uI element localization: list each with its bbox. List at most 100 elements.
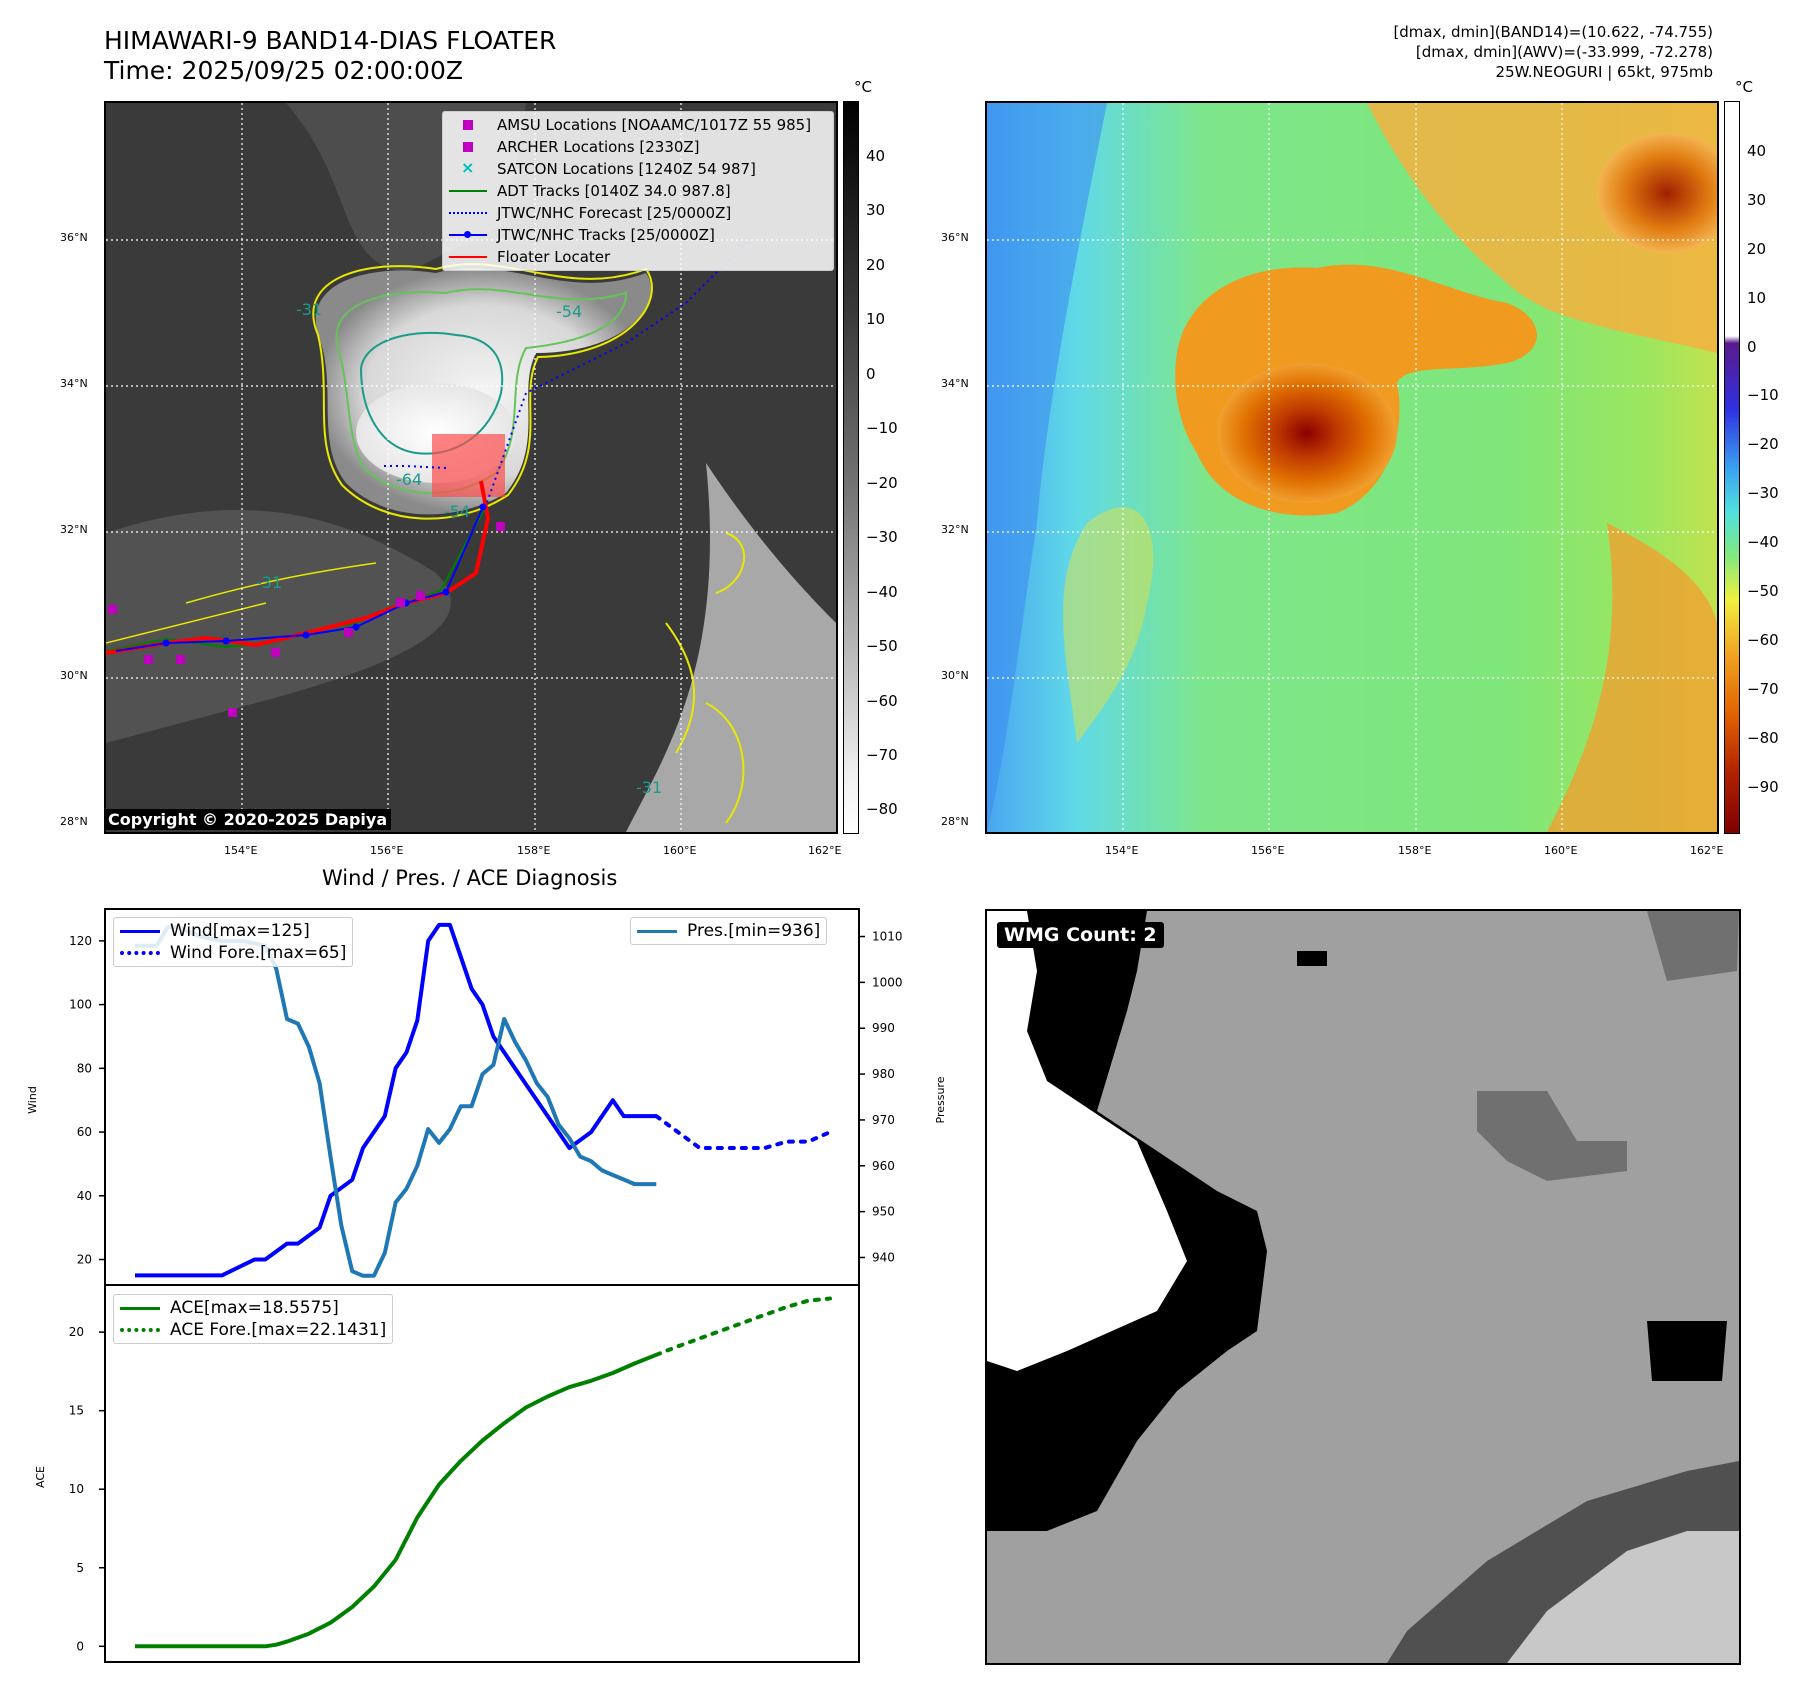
colorbar-tick: −80: [866, 800, 898, 818]
colorbar-tick: −30: [1747, 484, 1779, 502]
copyright-label: Copyright © 2020-2025 Dapiya: [104, 809, 392, 830]
colorbar-tick: 0: [1747, 338, 1757, 356]
wind-tick-label: 20: [77, 1253, 92, 1267]
ir-colorbar-unit: °C: [854, 78, 872, 96]
pressure-tick-label: 1000: [872, 975, 903, 989]
wmg-black-block: [1647, 1321, 1727, 1381]
legend-label: ACE Fore.[max=22.1431]: [170, 1320, 387, 1340]
colorbar-tick: −90: [1747, 778, 1779, 796]
lon-label: 154°E: [1105, 844, 1139, 857]
wind-tick-label: 60: [77, 1125, 92, 1139]
legend-swatch-dotted: [120, 947, 160, 959]
legend-swatch-line-dot: [449, 229, 487, 241]
wmg-svg: [987, 911, 1739, 1663]
pressure-tick-label: 940: [872, 1250, 895, 1264]
dry-air-west: [987, 103, 1107, 832]
colorbar-tick: 10: [866, 310, 886, 328]
lon-label: 160°E: [663, 844, 697, 857]
legend-label: AMSU Locations [NOAAMC/1017Z 55 985]: [497, 116, 812, 134]
ir-colorbar: [843, 101, 859, 834]
legend-item-forecast: JTWC/NHC Forecast [25/0000Z]: [443, 202, 833, 224]
lat-label: 28°N: [941, 815, 969, 828]
colorbar-tick: −60: [1747, 631, 1779, 649]
info-line-2: [dmax, dmin](AWV)=(-33.999, -72.278): [1415, 43, 1713, 61]
series-2-0-line: [135, 1352, 658, 1649]
lat-label: 36°N: [60, 231, 88, 244]
legend-swatch-line: [120, 1302, 160, 1314]
legend-swatch-square: [449, 141, 487, 153]
legend-swatch-line: [449, 185, 487, 197]
legend-label: ADT Tracks [0140Z 34.0 987.8]: [497, 182, 731, 200]
legend-swatch-square: [449, 119, 487, 131]
lon-label: 158°E: [1398, 844, 1432, 857]
contour-west: [106, 562, 377, 644]
legend-item-ace: ACE[max=18.5575]: [114, 1297, 386, 1319]
pressure-tick-label: 1010: [872, 930, 903, 944]
colorbar-tick: 40: [1747, 142, 1767, 160]
wmg-gray-patch: [1477, 1091, 1627, 1181]
pressure-tick-label: 970: [872, 1113, 895, 1127]
wmg-panel: [985, 909, 1741, 1665]
ace-tick-label: 20: [69, 1325, 84, 1339]
contour-labels: -31 -54 -64 -54 -31 -31: [256, 300, 662, 797]
floater-track: [106, 480, 491, 655]
cloud-band: [106, 510, 451, 743]
legend-item-wind: Wind[max=125]: [114, 920, 346, 942]
ace-panel-frame: [104, 1284, 860, 1663]
colorbar-tick: −40: [866, 583, 898, 601]
legend-swatch-line: [120, 925, 160, 937]
legend-swatch-line: [637, 925, 677, 937]
colorbar-tick: −50: [1747, 582, 1779, 600]
title-line-1: HIMAWARI-9 BAND14-DIAS FLOATER: [104, 26, 557, 55]
info-line-3: 25W.NEOGURI | 65kt, 975mb: [1495, 63, 1713, 81]
wmg-count-badge: WMG Count: 2: [997, 922, 1164, 948]
legend-label: Wind[max=125]: [170, 921, 310, 941]
awv-colorbar-unit: °C: [1735, 78, 1753, 96]
lon-label: 158°E: [517, 844, 551, 857]
contour-label: -54: [556, 302, 582, 321]
legend-item-jtwc: JTWC/NHC Tracks [25/0000Z]: [443, 224, 833, 246]
wind-axis: 120 100 80 60 40 20: [69, 934, 105, 1267]
wind-legend: Wind[max=125] Wind Fore.[max=65]: [113, 917, 354, 967]
amsu-markers: [108, 522, 505, 717]
lon-label: 160°E: [1544, 844, 1578, 857]
awv-grid: [987, 103, 1717, 832]
east-cloud: [626, 463, 836, 832]
legend-item-ace-fore: ACE Fore.[max=22.1431]: [114, 1319, 386, 1341]
legend-swatch-x: ×: [461, 158, 475, 177]
colorbar-tick: −40: [1747, 533, 1779, 551]
colorbar-tick: 30: [1747, 191, 1767, 209]
legend-label: Floater Locater: [497, 248, 611, 266]
lat-label: 34°N: [60, 377, 88, 390]
colorbar-tick: −70: [866, 746, 898, 764]
lat-label: 32°N: [60, 523, 88, 536]
lat-label: 34°N: [941, 377, 969, 390]
wmg-light-region: [1507, 1531, 1739, 1663]
colorbar-tick: −20: [866, 474, 898, 492]
contour-label: -54: [444, 502, 470, 521]
contour-label: -31: [256, 573, 282, 592]
legend-swatch-line: [449, 251, 487, 263]
lat-label: 28°N: [60, 815, 88, 828]
wind-tick-label: 120: [69, 934, 92, 948]
forecast-track-west: [384, 465, 447, 469]
legend-item-floater: Floater Locater: [443, 246, 833, 268]
lat-label: 36°N: [941, 231, 969, 244]
info-line-1: [dmax, dmin](BAND14)=(10.622, -74.755): [1393, 23, 1713, 41]
colorbar-tick: 20: [866, 256, 886, 274]
legend-label: JTWC/NHC Tracks [25/0000Z]: [497, 226, 715, 244]
series-1-0-line: [135, 925, 657, 1278]
jtwc-track: [115, 506, 484, 652]
legend-label: ARCHER Locations [2330Z]: [497, 138, 700, 156]
map-legend: AMSU Locations [NOAAMC/1017Z 55 985] ARC…: [442, 111, 834, 271]
wmg-black-speck: [1297, 951, 1327, 966]
awv-map-panel: [985, 101, 1719, 834]
contour-label: -31: [636, 778, 662, 797]
lat-label: 30°N: [941, 669, 969, 682]
lon-label: 156°E: [1251, 844, 1285, 857]
wind-tick-label: 100: [69, 998, 92, 1012]
colorbar-tick: 40: [866, 147, 886, 165]
contour-31: [312, 263, 653, 520]
legend-swatch-dotted: [120, 1324, 160, 1336]
legend-swatch-dotted: [449, 207, 487, 219]
